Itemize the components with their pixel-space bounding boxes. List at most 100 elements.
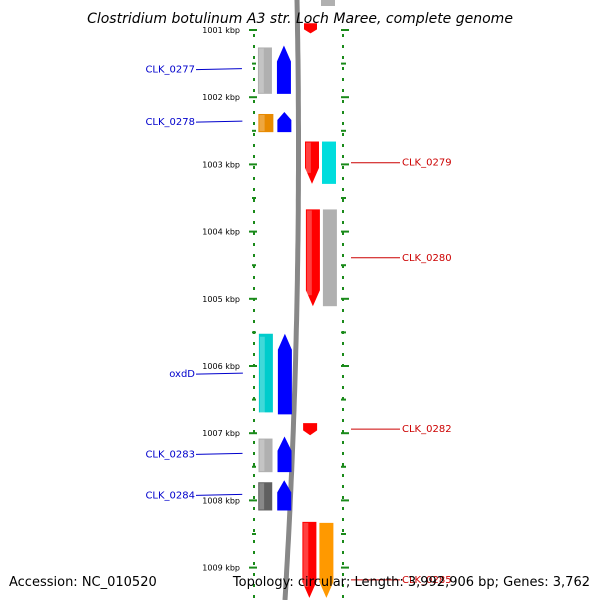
track-dot-right [342, 463, 344, 466]
ruler-label: 1009 kbp [202, 564, 240, 573]
gene-leader-CLK_0283 [195, 452, 243, 455]
track-dot-right [342, 551, 344, 554]
gene-block-shade-CLK_0284 [259, 483, 265, 510]
gene-label-CLK_0277: CLK_0277 [145, 65, 195, 76]
ruler-label: 1005 kbp [202, 295, 240, 304]
track-dot-left [253, 287, 255, 290]
accession-text: Accession: NC_010520 [9, 575, 157, 590]
ruler-tick-right [341, 230, 349, 233]
gene-arrow-CLK_0284 [277, 480, 292, 511]
track-dot-right [342, 529, 344, 532]
track-dot-right [342, 67, 344, 70]
ruler-tick [249, 230, 257, 233]
track-dot-right [342, 584, 344, 587]
gene-arrow-CLK_0285 [302, 521, 317, 598]
track-dot-left [253, 89, 255, 92]
track-dot-left [253, 540, 255, 543]
ruler-minor-tick [252, 533, 256, 535]
track-dot-right [342, 199, 344, 202]
genome-title: Clostridium botulinum A3 str. Loch Maree… [87, 11, 513, 27]
track-dot-left [253, 595, 255, 598]
ruler-label: 1003 kbp [202, 160, 240, 169]
track-dot-right [342, 474, 344, 477]
track-dot-left [253, 111, 255, 114]
ruler-minor-tick [252, 465, 256, 468]
track-dot-left [253, 276, 255, 279]
gene-block-CLK_0277 [257, 47, 272, 94]
ruler-label: 1006 kbp [202, 362, 240, 371]
ruler-tick-right [341, 297, 349, 300]
track-dot-right [342, 430, 344, 433]
gene-label-CLK_0283: CLK_0283 [145, 449, 195, 460]
track-dot-right [342, 485, 344, 488]
gene-block-oxdD [258, 333, 273, 413]
gene-arrow-CLK_0278 [277, 111, 292, 133]
ruler-minor-tick [252, 62, 256, 65]
track-dot-right [342, 111, 344, 114]
track-dot-left [253, 199, 255, 202]
gene-arrow-CLK_0280 [305, 209, 320, 307]
track-dot-left [253, 342, 255, 345]
track-dot-right [342, 210, 344, 213]
track-dot-right [342, 452, 344, 455]
ruler-tick [249, 29, 257, 31]
track-dot-left [253, 584, 255, 587]
track-dot-right [342, 408, 344, 411]
track-dot-left [253, 518, 255, 521]
ruler-label: 1008 kbp [202, 496, 240, 505]
gene-arrow-CLK_0279 [304, 141, 319, 184]
track-dot-left [253, 562, 255, 565]
ruler-minor-tick-right [341, 398, 346, 401]
track-dot-left [253, 67, 255, 70]
ruler-minor-tick-right [341, 533, 346, 535]
track-dot-left [253, 265, 255, 268]
track-dot-left [253, 551, 255, 554]
track-dot-left [253, 507, 255, 510]
track-dot-left [253, 320, 255, 323]
gene-block-shade-CLK_0283 [259, 439, 265, 472]
track-dot-left [253, 463, 255, 466]
ruler-tick [249, 297, 257, 300]
ruler-minor-tick [252, 398, 256, 401]
ruler-tick [249, 499, 257, 502]
track-dot-left [253, 386, 255, 389]
track-dot-left [253, 430, 255, 433]
track-dot-right [342, 518, 344, 521]
track-dot-left [253, 474, 255, 477]
track-dot-right [342, 496, 344, 499]
gene-arrow-oxdD [277, 333, 292, 415]
ruler-tick [249, 96, 257, 99]
track-dot-right [342, 276, 344, 279]
track-dot-right [342, 144, 344, 147]
track-dot-right [342, 595, 344, 598]
gene-block2-CLK_0279 [321, 141, 336, 184]
track-dot-left [253, 122, 255, 125]
track-dot-right [342, 441, 344, 444]
ruler-tick-right [341, 566, 349, 569]
gene-block-shade-oxdD [259, 336, 265, 414]
ruler-label: 1001 kbp [202, 26, 240, 35]
track-dot-right [342, 397, 344, 400]
gene-label-CLK_0278: CLK_0278 [145, 117, 195, 128]
ruler-minor-tick [252, 129, 256, 132]
track-dot-right [342, 573, 344, 576]
ruler-minor-tick-right [341, 197, 346, 199]
track-dot-left [253, 254, 255, 257]
gene-block-shade-CLK_0277 [258, 48, 264, 93]
track-dot-right [342, 34, 344, 37]
track-dot-right [342, 507, 344, 510]
track-dot-left [253, 529, 255, 532]
map-layer: 1001 kbp 1002 kbp 1003 kbp 1004 kbp 1005 kbp… [145, 0, 452, 600]
track-dot-left [253, 496, 255, 499]
track-dot-right [342, 221, 344, 224]
track-dot-left [253, 221, 255, 224]
topology-summary-text: Topology: circular; Length: 3,992,906 bp… [232, 575, 590, 590]
gene-block-CLK_0284 [258, 482, 273, 511]
ruler-tick-right [341, 29, 349, 31]
track-dot-left [253, 573, 255, 576]
track-dot-right [342, 177, 344, 180]
track-dot-right [342, 56, 344, 59]
track-dot-left [253, 353, 255, 356]
gene-leader-CLK_0278 [195, 120, 243, 123]
